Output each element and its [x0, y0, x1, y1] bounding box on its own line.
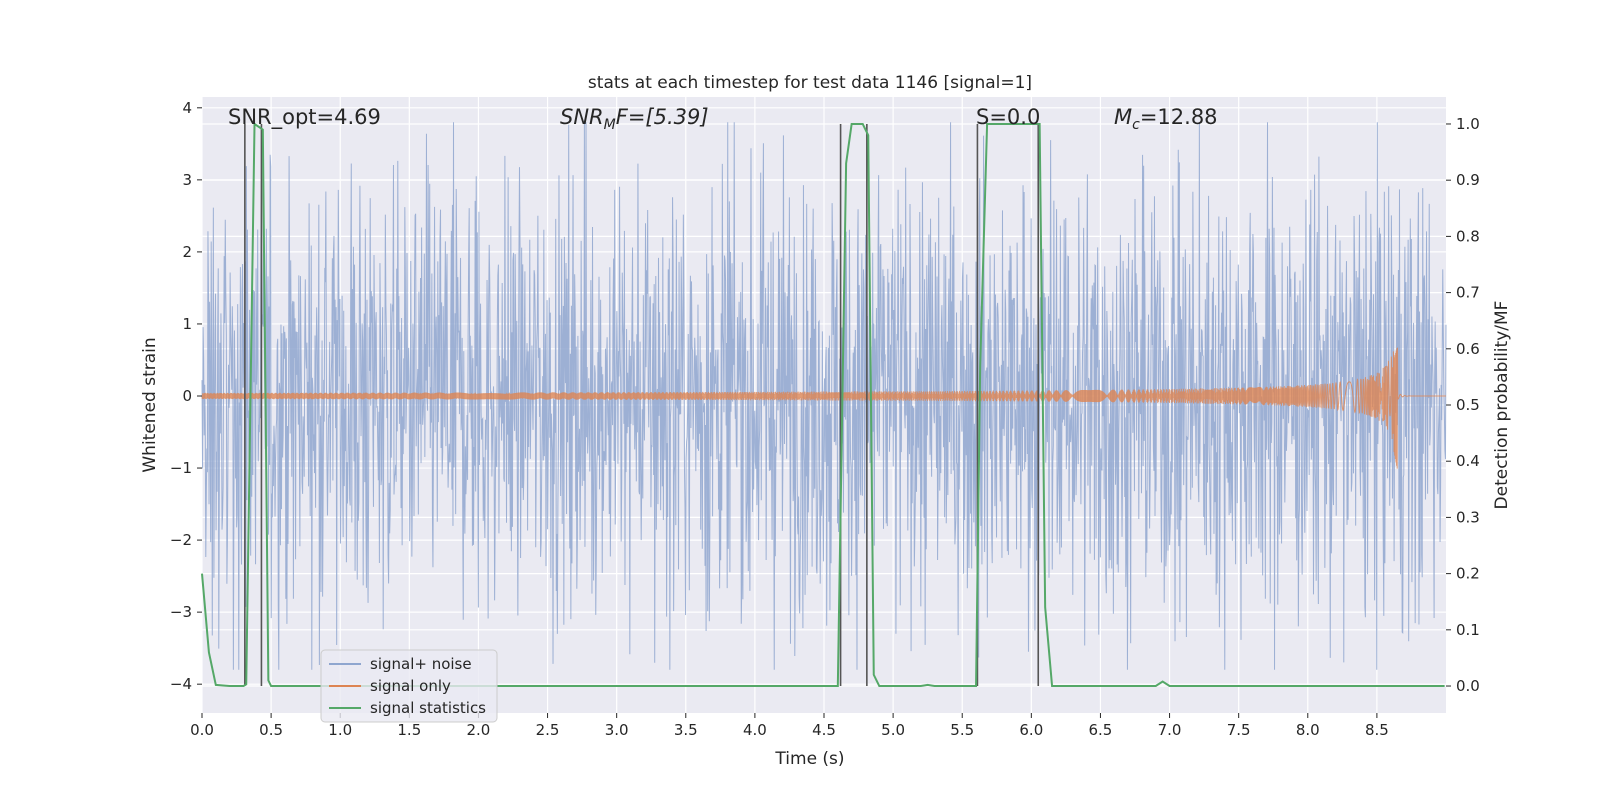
- x-tick-label: 6.0: [1019, 721, 1043, 739]
- y2-tick-label: 0.9: [1456, 171, 1480, 189]
- x-tick-label: 4.5: [812, 721, 836, 739]
- signal-noise-series: [201, 122, 1447, 670]
- y2-axis-label: Detection probability/MF: [1492, 301, 1512, 510]
- x-tick-label: 8.5: [1365, 721, 1389, 739]
- x-tick-label: 5.5: [950, 721, 974, 739]
- y2-tick-label: 0.0: [1456, 677, 1480, 695]
- x-tick-label: 2.0: [467, 721, 491, 739]
- snr-mf-main: SNR: [560, 105, 604, 129]
- y-tick-label: 2: [182, 243, 192, 261]
- x-axis-label: Time (s): [774, 749, 844, 769]
- legend: signal+ noise signal only signal statist…: [320, 649, 498, 723]
- x-tick-label: 1.5: [397, 721, 421, 739]
- x-axis-ticks: 0.0 0.5 1.0 1.5 2.0 2.5 3.0 3.5 4.0 4.5 5.0 5.5 6.0 6…: [190, 713, 1389, 739]
- x-tick-label: 0.0: [190, 721, 214, 739]
- snr-opt-annotation: SNR_opt=4.69: [228, 105, 381, 130]
- snr-mf-sub: M: [604, 117, 616, 133]
- signal-only-series: [201, 347, 1446, 469]
- y-tick-label: −3: [170, 603, 192, 621]
- chart-title: stats at each timestep for test data 114…: [588, 73, 1032, 93]
- legend-label-noise: signal+ noise: [370, 655, 472, 673]
- x-tick-label: 3.5: [674, 721, 698, 739]
- x-tick-label: 6.5: [1089, 721, 1113, 739]
- mc-sub: c: [1132, 117, 1140, 133]
- y2-tick-label: 0.6: [1456, 340, 1480, 358]
- y2-tick-label: 0.7: [1456, 284, 1480, 302]
- y-tick-label: 4: [182, 99, 192, 117]
- mc-annotation: Mc=12.88: [1114, 105, 1218, 133]
- snr-mf-rest: F=[5.39]: [616, 105, 709, 129]
- y-tick-label: 0: [182, 387, 192, 405]
- x-tick-label: 3.0: [605, 721, 629, 739]
- snr-mf-annotation: SNRMF=[5.39]: [560, 105, 709, 133]
- x-tick-label: 4.0: [743, 721, 767, 739]
- y2-tick-label: 0.4: [1456, 452, 1480, 470]
- mc-main: M: [1114, 105, 1132, 129]
- y2-tick-label: 0.2: [1456, 565, 1480, 583]
- y2-tick-label: 1.0: [1456, 115, 1480, 133]
- x-tick-label: 8.0: [1296, 721, 1320, 739]
- y-axis-ticks: −4 −3 −2 −1 0 1 2 3 4: [170, 99, 202, 693]
- s-annotation: S=0.0: [976, 105, 1040, 129]
- y-tick-label: 3: [182, 171, 192, 189]
- x-tick-label: 7.0: [1158, 721, 1182, 739]
- x-tick-label: 5.0: [881, 721, 905, 739]
- y-tick-label: −4: [170, 675, 192, 693]
- signal-line: [201, 347, 1446, 469]
- x-tick-label: 7.5: [1227, 721, 1251, 739]
- noise-line: [201, 122, 1447, 670]
- y-tick-label: −1: [170, 459, 192, 477]
- y-tick-label: 1: [182, 315, 192, 333]
- mc-rest: =12.88: [1140, 105, 1218, 129]
- x-tick-label: 2.5: [536, 721, 560, 739]
- y2-tick-label: 0.8: [1456, 227, 1480, 245]
- y2-tick-label: 0.3: [1456, 508, 1480, 526]
- y2-tick-label: 0.1: [1456, 621, 1480, 639]
- legend-box: [320, 649, 498, 723]
- y2-axis-ticks: 0.0 0.1 0.2 0.3 0.4 0.5 0.6 0.7 0.8 0.9 1.0: [1446, 115, 1480, 695]
- statistics-line: [201, 122, 1445, 688]
- x-tick-label: 0.5: [259, 721, 283, 739]
- y2-tick-label: 0.5: [1456, 396, 1480, 414]
- y-axis-label: Whitened strain: [140, 337, 160, 472]
- x-tick-label: 1.0: [328, 721, 352, 739]
- y-tick-label: −2: [170, 531, 192, 549]
- signal-statistics-series: [201, 122, 1445, 688]
- legend-label-stats: signal statistics: [370, 699, 486, 717]
- legend-label-signal: signal only: [370, 677, 451, 695]
